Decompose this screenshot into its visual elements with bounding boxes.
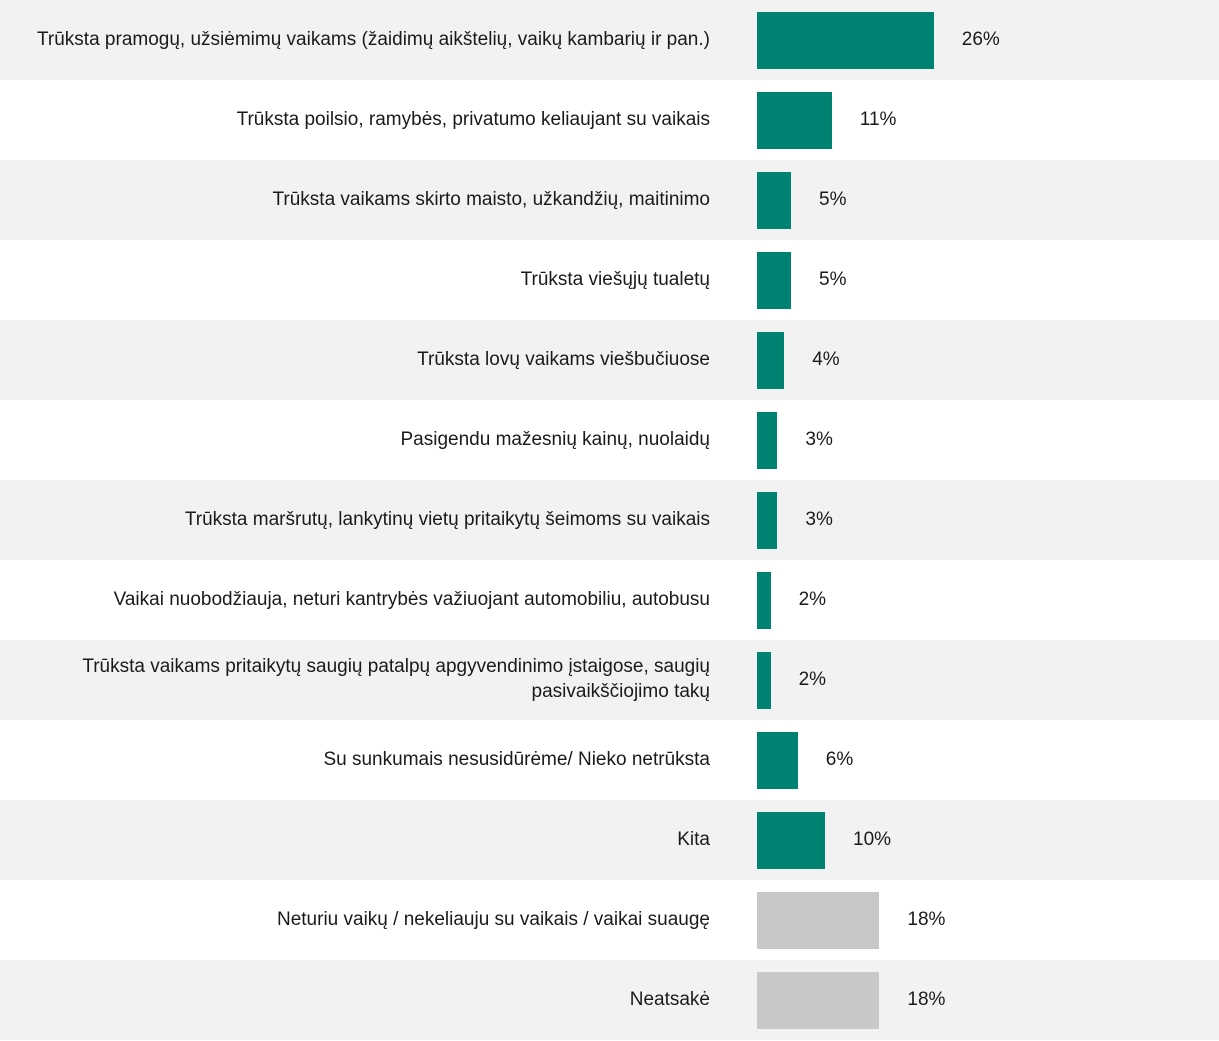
row: Trūksta viešųjų tualetų 5% <box>0 240 1219 320</box>
row: Trūksta maršrutų, lankytinų vietų pritai… <box>0 480 1219 560</box>
row: Trūksta lovų vaikams viešbučiuose 4% <box>0 320 1219 400</box>
category-label: Su sunkumais nesusidūrėme/ Nieko netrūks… <box>323 748 710 770</box>
category-label: Vaikai nuobodžiauja, neturi kantrybės va… <box>113 588 710 610</box>
bar <box>757 892 880 949</box>
category-label: Trūksta maršrutų, lankytinų vietų pritai… <box>184 508 710 530</box>
row: Kita 10% <box>0 800 1219 880</box>
bar <box>757 972 880 1029</box>
value-label: 2% <box>798 589 827 610</box>
row: Neturiu vaikų / nekeliauju su vaikais / … <box>0 880 1219 960</box>
value-label: 2% <box>798 669 827 690</box>
category-label: Trūksta vaikams pritaikytų saugių patalp… <box>82 656 710 702</box>
row: Vaikai nuobodžiauja, neturi kantrybės va… <box>0 560 1219 640</box>
category-label: Trūksta viešųjų tualetų <box>520 268 710 290</box>
value-label: 3% <box>805 509 833 530</box>
value-label: 18% <box>907 989 946 1010</box>
category-label: Neatsakė <box>629 988 710 1010</box>
bar <box>757 412 778 469</box>
category-label: Pasigendu mažesnių kainų, nuolaidų <box>400 428 711 450</box>
value-label: 5% <box>819 269 847 290</box>
category-label: Kita <box>677 828 710 850</box>
row: Pasigendu mažesnių kainų, nuolaidų 3% <box>0 400 1219 480</box>
value-label: 18% <box>907 909 946 930</box>
bar <box>757 492 778 549</box>
category-label: Trūksta poilsio, ramybės, privatumo keli… <box>236 108 710 130</box>
category-label: Trūksta pramogų, užsiėmimų vaikams (žaid… <box>37 28 710 50</box>
bar <box>757 252 791 309</box>
bar <box>757 812 825 869</box>
value-label: 3% <box>805 429 833 450</box>
row: Trūksta vaikams skirto maisto, užkandžių… <box>0 160 1219 240</box>
bar <box>757 172 791 229</box>
row: Trūksta vaikams pritaikytų saugių patalp… <box>0 640 1219 720</box>
row: Neatsakė 18% <box>0 960 1219 1040</box>
bar <box>757 652 771 709</box>
row: Trūksta pramogų, užsiėmimų vaikams (žaid… <box>0 0 1219 80</box>
value-label: 11% <box>859 109 897 130</box>
bar <box>757 12 934 69</box>
category-label: Trūksta vaikams skirto maisto, užkandžių… <box>272 188 710 210</box>
value-label: 26% <box>961 29 1000 50</box>
row: Su sunkumais nesusidūrėme/ Nieko netrūks… <box>0 720 1219 800</box>
value-label: 10% <box>853 829 892 850</box>
category-label: Neturiu vaikų / nekeliauju su vaikais / … <box>276 908 710 930</box>
category-label: Trūksta lovų vaikams viešbučiuose <box>417 348 710 370</box>
value-label: 6% <box>825 749 854 770</box>
value-label: 4% <box>812 349 840 370</box>
row: Trūksta poilsio, ramybės, privatumo keli… <box>0 80 1219 160</box>
value-label: 5% <box>819 189 847 210</box>
bar <box>757 572 771 629</box>
bar <box>757 92 832 149</box>
bar <box>757 332 785 389</box>
bar <box>757 732 798 789</box>
